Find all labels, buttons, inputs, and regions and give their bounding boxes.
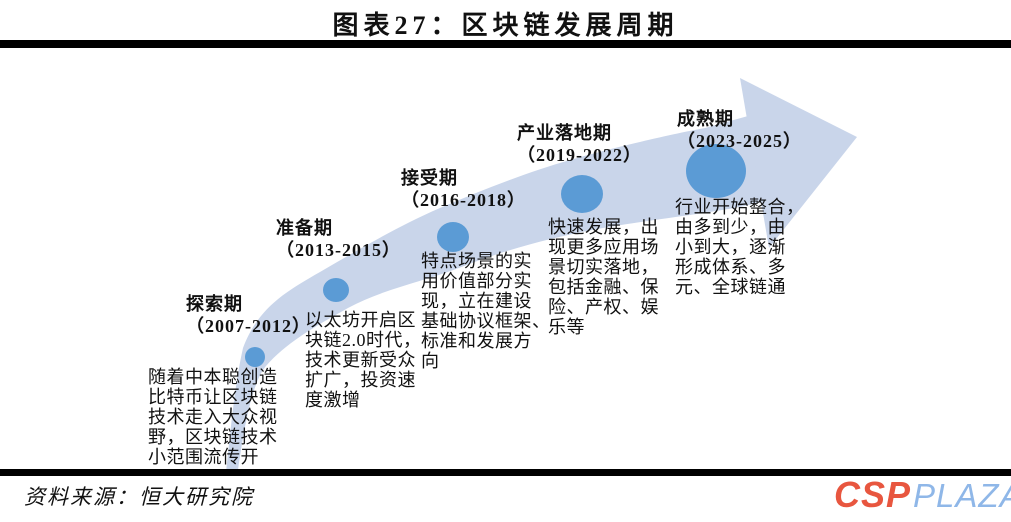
stage-desc-maturity: 行业开始整合， 由多到少，由 小到大，逐渐 形成体系、多 元、全球链通 xyxy=(675,197,805,297)
stage-desc-preparation: 以太坊开启区 块链2.0时代， 技术更新受众 扩广，投资速 度激增 xyxy=(305,310,422,410)
stage-desc-industry-landing: 快速发展，出 现更多应用场 景切实落地， 包括金融、保 险、产权、娱 乐等 xyxy=(548,217,659,337)
top-rule xyxy=(0,40,1011,48)
stage-label-preparation: 准备期 （2013-2015） xyxy=(276,218,401,260)
stage-dot-maturity xyxy=(686,144,746,198)
logo-csp-text: CSP xyxy=(834,474,912,515)
cspplaza-logo: CSP PLAZA xyxy=(834,477,1011,513)
stage-label-exploration: 探索期 （2007-2012） xyxy=(186,294,311,336)
stage-label-maturity: 成熟期 （2023-2025） xyxy=(677,109,802,151)
stage-desc-exploration: 随着中本聪创造 比特币让区块链 技术走入大众视 野，区块链技术 小范围流传开 xyxy=(148,367,278,467)
growth-arrow-body xyxy=(226,116,762,472)
stage-dot-acceptance xyxy=(437,222,469,252)
logo-plaza-text: PLAZA xyxy=(913,477,1011,514)
figure-title: 图表27：区块链发展周期 xyxy=(332,11,679,40)
growth-arrow-head xyxy=(740,78,857,248)
stage-desc-acceptance: 特点场景的实 用价值部分实 现，立在建设 基础协议框架、 标准和发展方 向 xyxy=(421,251,551,371)
source-note: 资料来源：恒大研究院 xyxy=(24,485,254,509)
stage-dot-exploration xyxy=(245,347,265,367)
stage-dot-industry-landing xyxy=(561,175,603,213)
stage-label-acceptance: 接受期 （2016-2018） xyxy=(401,168,526,210)
stage-label-industry-landing: 产业落地期 （2019-2022） xyxy=(517,123,642,165)
stage-dot-preparation xyxy=(323,278,349,302)
bottom-rule xyxy=(0,469,1011,476)
